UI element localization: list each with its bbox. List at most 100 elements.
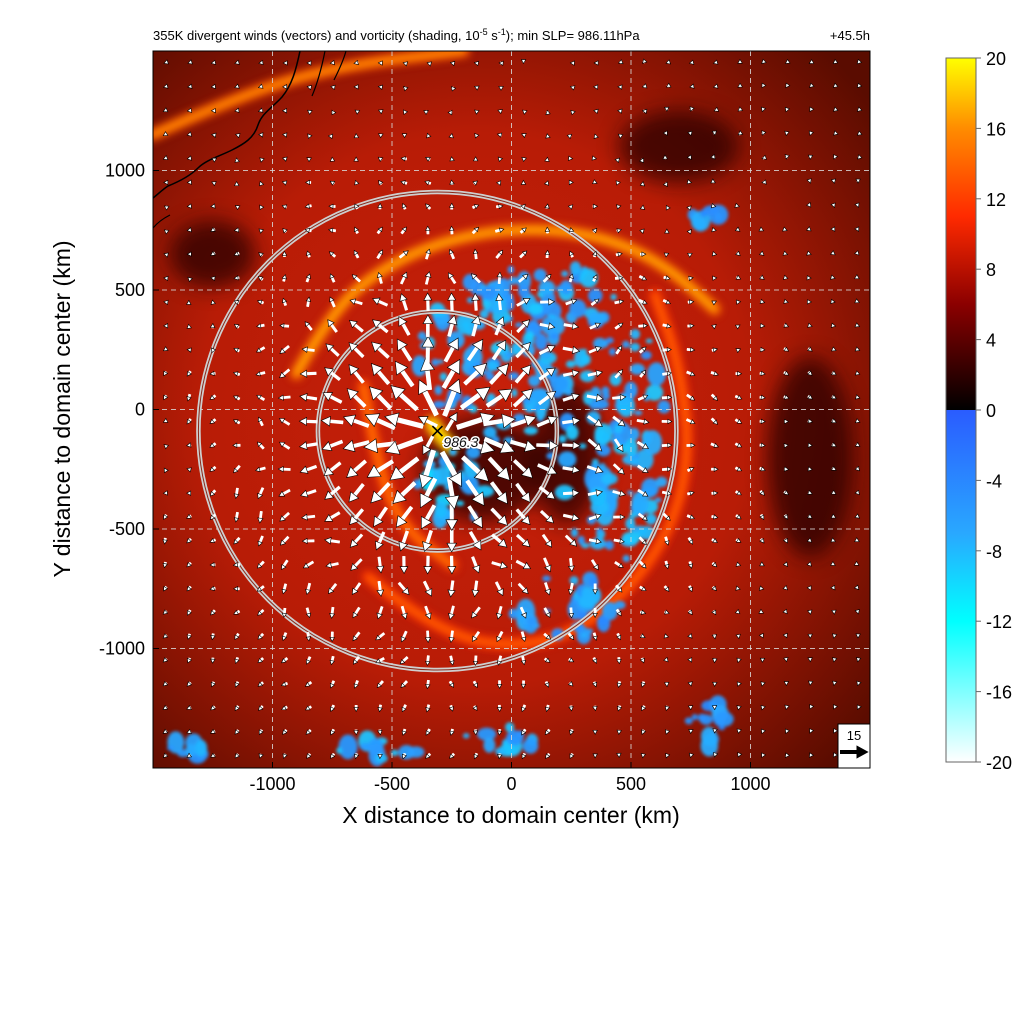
vector-shaft <box>399 253 406 258</box>
wind-vector <box>832 82 839 88</box>
wind-vector <box>784 154 790 160</box>
vector-shaft <box>474 300 477 311</box>
plot-area: 986.3 <box>153 51 870 768</box>
wind-vector <box>281 180 288 186</box>
wind-vector <box>537 463 558 475</box>
vector-head <box>759 274 765 280</box>
wind-vector <box>353 249 360 259</box>
vector-shaft <box>354 534 363 543</box>
vector-head <box>473 60 480 67</box>
wind-vector <box>712 59 719 65</box>
wind-vector <box>378 179 384 186</box>
wind-vector <box>854 370 861 376</box>
vector-shaft <box>489 370 503 385</box>
wind-vector <box>539 509 555 524</box>
vector-head <box>233 395 239 401</box>
vector-shaft <box>450 605 455 615</box>
wind-vector <box>758 608 765 614</box>
vector-head <box>162 657 169 663</box>
vector-head <box>713 490 719 496</box>
wind-vector <box>519 250 528 259</box>
colorbar-tick-label: -4 <box>986 471 1002 491</box>
negative-vorticity-patch <box>390 749 399 757</box>
wind-vector <box>472 156 479 162</box>
wind-vector <box>664 705 670 712</box>
wind-vector <box>808 59 815 64</box>
vector-head <box>833 728 839 734</box>
vector-head <box>472 156 479 162</box>
wind-vector <box>637 512 648 521</box>
vector-head <box>713 370 719 377</box>
vector-head <box>807 154 814 160</box>
vector-head <box>641 729 647 735</box>
vector-head <box>257 681 264 687</box>
wind-vector <box>210 657 216 664</box>
vector-head <box>232 371 239 377</box>
vector-shaft <box>515 483 526 496</box>
wind-vector <box>187 83 193 90</box>
wind-vector <box>639 228 645 234</box>
wind-vector <box>710 393 719 401</box>
negative-vorticity-patch <box>538 280 556 296</box>
vector-head <box>342 439 356 453</box>
vector-head <box>711 634 718 640</box>
wind-vector <box>782 584 788 591</box>
vector-shaft <box>565 300 573 305</box>
wind-vector <box>496 630 504 643</box>
vector-head <box>257 275 264 282</box>
vector-shaft <box>759 490 763 493</box>
vector-head <box>640 682 646 688</box>
vector-shaft <box>467 347 479 361</box>
wind-vector <box>783 681 790 687</box>
wind-vector <box>376 606 384 620</box>
vector-shaft <box>259 371 266 375</box>
vector-shaft <box>424 449 436 477</box>
vector-head <box>617 467 625 475</box>
vector-head <box>521 538 531 548</box>
vector-head <box>759 298 766 304</box>
wind-vector <box>543 180 550 186</box>
vector-head <box>642 443 649 449</box>
wind-vector <box>512 459 534 479</box>
wind-vector <box>759 298 766 304</box>
vector-head <box>711 130 718 136</box>
vector-head <box>235 133 241 139</box>
wind-vector <box>830 513 837 519</box>
negative-vorticity-patch <box>557 451 577 468</box>
wind-vector <box>377 704 383 713</box>
vector-shaft <box>516 534 526 543</box>
wind-vector <box>615 345 622 355</box>
wind-vector <box>712 83 719 89</box>
vector-head <box>641 346 647 352</box>
wind-vector <box>588 537 602 545</box>
wind-vector <box>854 322 861 328</box>
wind-vector <box>210 752 216 758</box>
vector-head <box>302 562 310 569</box>
wind-vector <box>592 583 598 595</box>
vector-shaft <box>283 345 290 351</box>
vector-head <box>305 612 312 619</box>
vector-head <box>495 491 508 505</box>
wind-vector <box>737 82 743 88</box>
vector-head <box>520 203 526 210</box>
negative-vorticity-patch <box>455 500 465 507</box>
wind-vector <box>782 632 788 639</box>
wind-vector <box>761 130 767 136</box>
vector-head <box>570 109 576 116</box>
wind-vector <box>467 505 483 529</box>
vector-shaft <box>513 394 527 407</box>
wind-vector <box>233 347 240 353</box>
negative-vorticity-patch <box>646 362 666 387</box>
wind-vector <box>186 657 192 664</box>
vector-shaft <box>544 607 549 614</box>
vector-shaft <box>236 657 239 660</box>
vector-shaft <box>569 558 573 567</box>
vector-shaft <box>456 417 483 430</box>
wind-vector <box>233 586 240 592</box>
vector-head <box>304 321 311 328</box>
vector-shaft <box>442 390 456 417</box>
vector-head <box>830 489 837 495</box>
wind-vector <box>425 655 431 667</box>
vector-shaft <box>261 301 264 304</box>
vector-head <box>186 538 192 544</box>
